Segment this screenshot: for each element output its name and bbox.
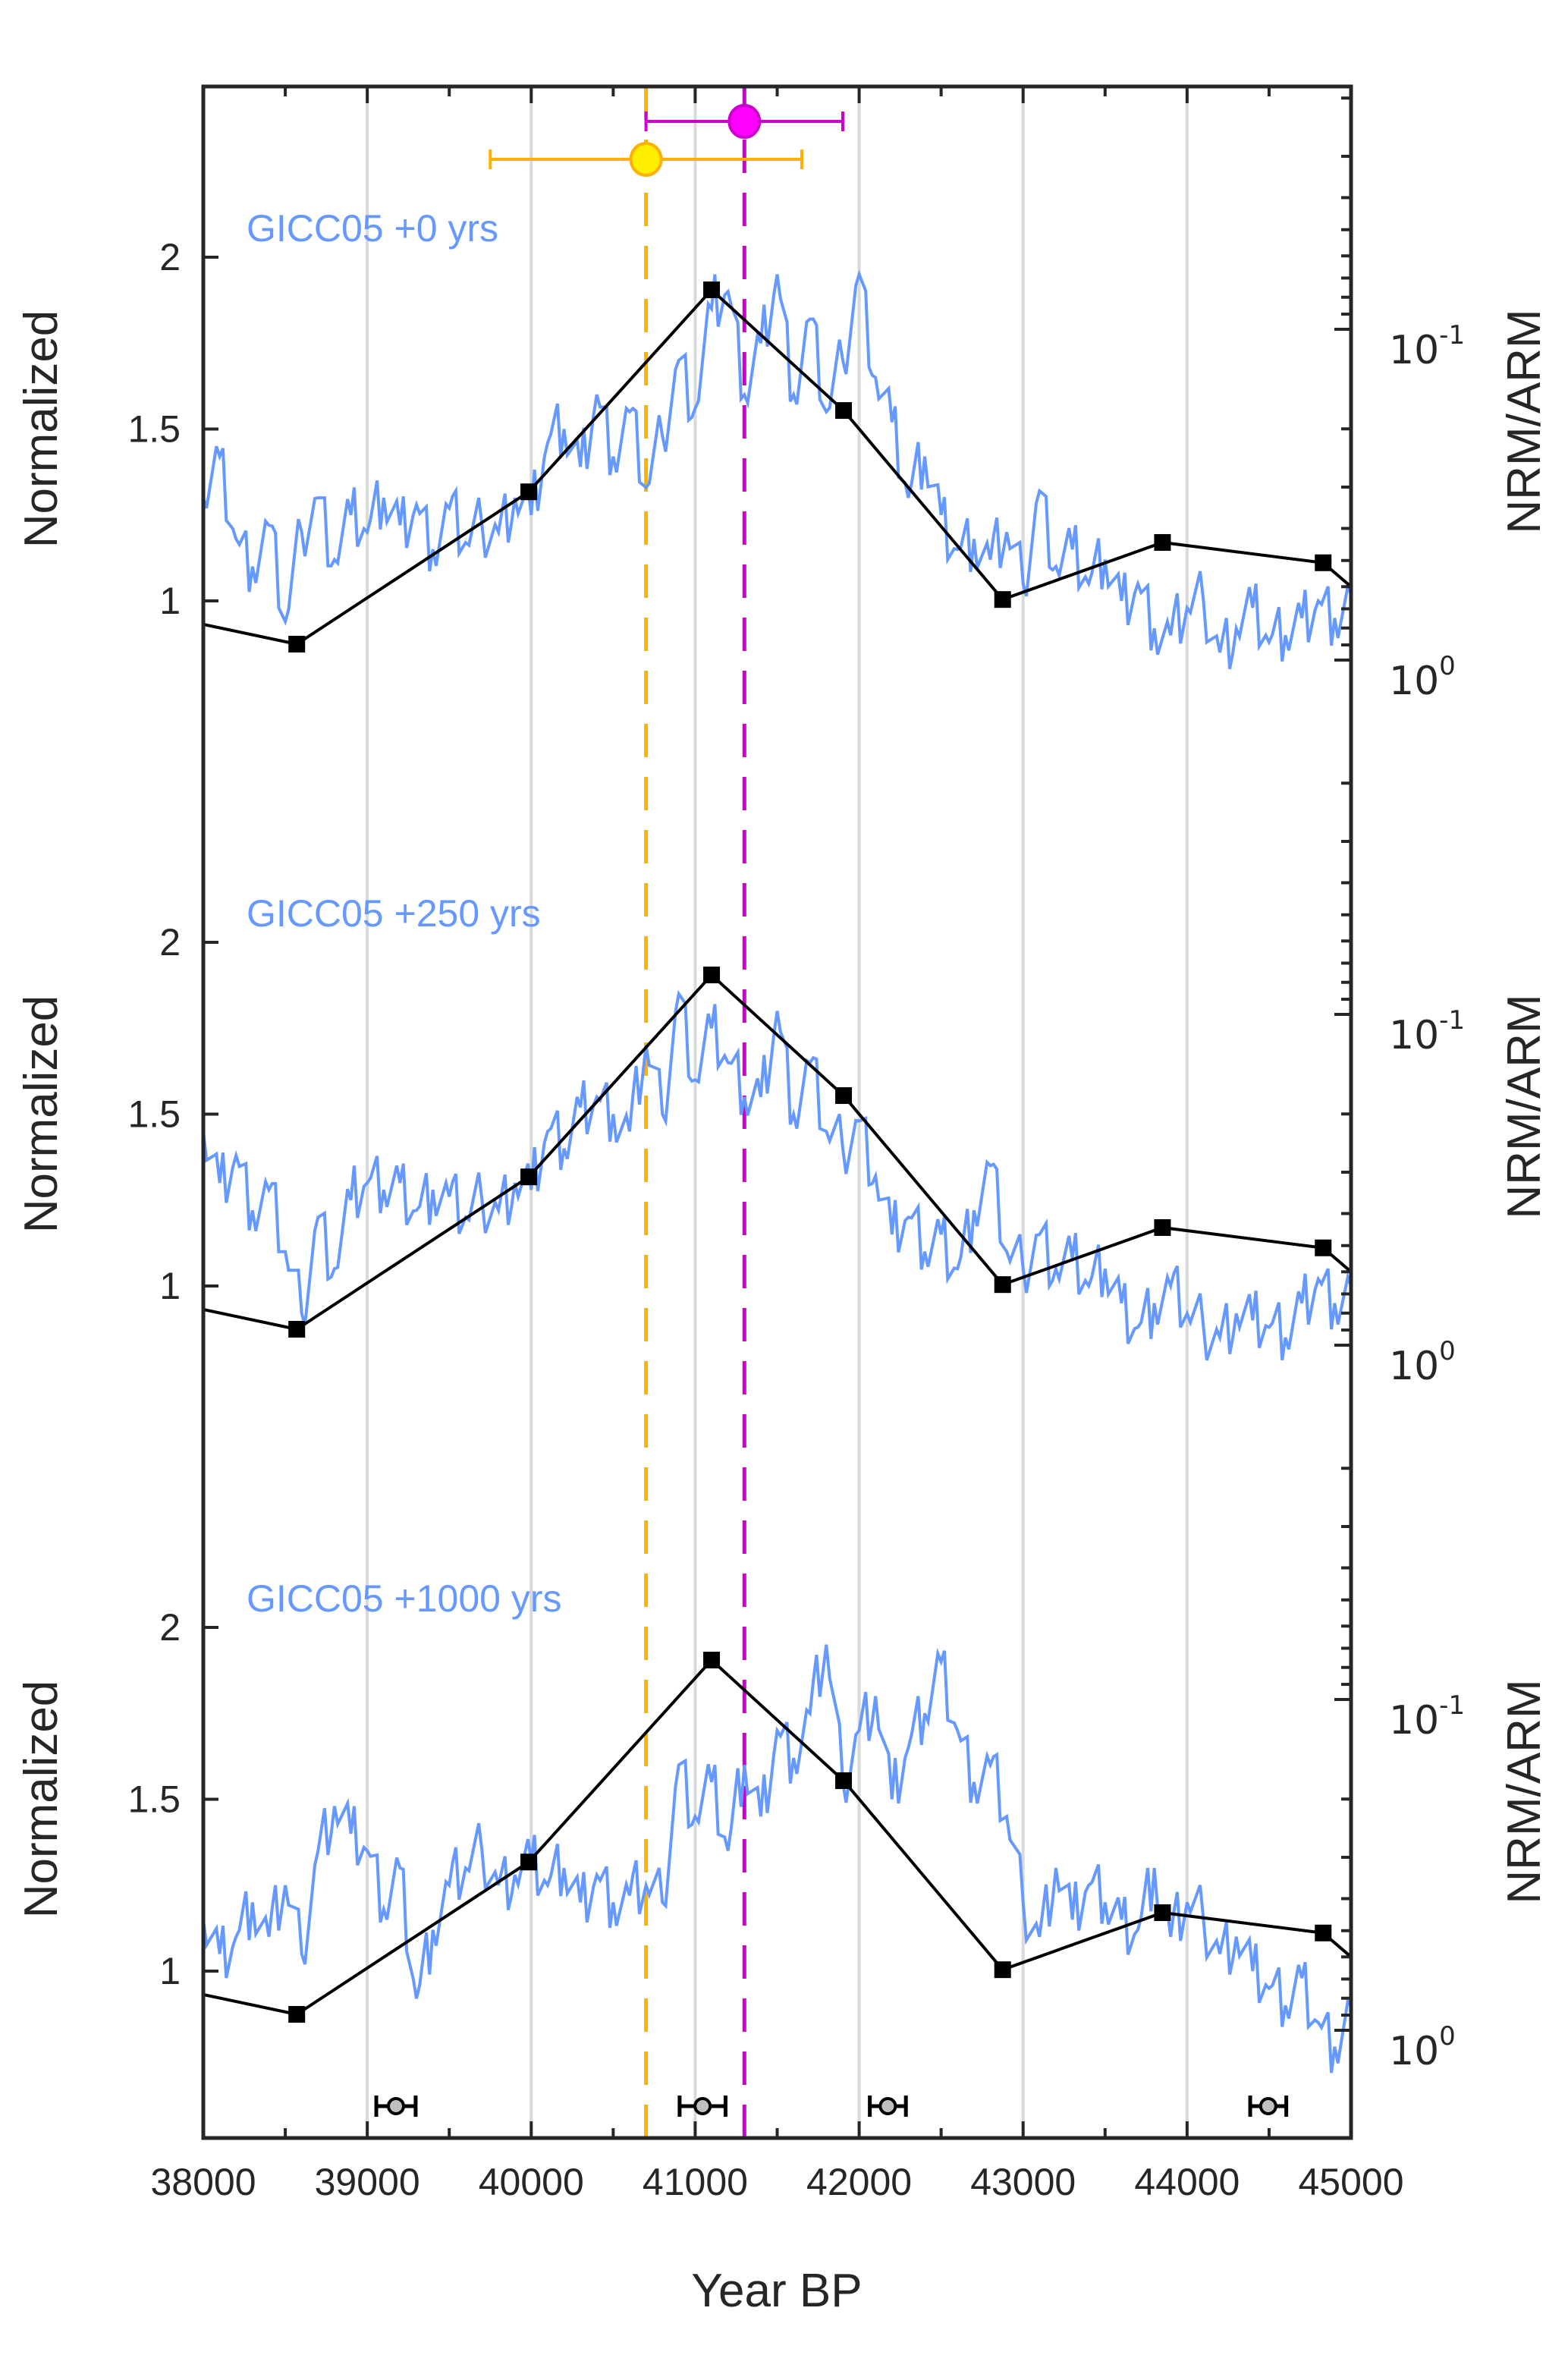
y-tick-label-left: 1 (159, 580, 181, 622)
nrm-arm-marker (994, 1961, 1011, 1979)
y-axis-title-left: Normalized (15, 1681, 68, 1919)
nrm-arm-marker (520, 1854, 538, 1871)
tie-points (374, 2096, 1289, 2117)
nrm-arm-marker (994, 591, 1011, 608)
nrm-arm-marker (703, 281, 721, 299)
panel-label: GICC05 +250 yrs (247, 892, 541, 935)
tie-point-marker (693, 2097, 712, 2115)
x-tick-label: 41000 (643, 2161, 748, 2203)
y-tick-label-left: 1 (159, 1950, 181, 1992)
tie-point-marker (878, 2097, 897, 2115)
panel-label: GICC05 +0 yrs (247, 207, 498, 250)
nrm-arm-line-panel-1 (203, 288, 1351, 646)
x-tick-label: 38000 (150, 2161, 256, 2203)
nrm-arm-marker (835, 402, 853, 420)
nrm-arm-series (203, 281, 1351, 2023)
x-tick-label: 43000 (970, 2161, 1076, 2203)
y-axis-title-right: NRM/ARM (1498, 994, 1551, 1218)
ice-core-line-panel-1 (203, 269, 1351, 670)
y-tick-label-right: 100 (1389, 651, 1456, 704)
y-tick-label-right: 100 (1389, 2021, 1456, 2074)
y-tick-label-left: 1 (159, 1265, 181, 1307)
nrm-arm-marker (703, 967, 721, 984)
y-tick-label-left: 1.5 (127, 1778, 181, 1821)
gridlines (366, 86, 1189, 2138)
nrm-arm-marker (1154, 533, 1171, 551)
y-tick-label-right: 100 (1389, 1336, 1456, 1389)
log-exponent: 0 (1439, 2021, 1456, 2052)
axes (201, 84, 1353, 2140)
ice-core-line-panel-3 (203, 1644, 1351, 2074)
nrm-arm-marker (520, 483, 538, 501)
nrm-arm-marker (288, 2005, 306, 2023)
log-exponent: 0 (1439, 651, 1456, 681)
y-tick-label-right: 10-1 (1389, 1005, 1465, 1058)
x-tick-label: 45000 (1298, 2161, 1403, 2203)
log-base: 10 (1389, 2029, 1439, 2074)
y-tick-label-right: 10-1 (1389, 1690, 1465, 1743)
y-axis-title-left: Normalized (15, 310, 68, 549)
labels: 38000 39000 40000 41000 42000 43000 44000 45000… (15, 207, 1551, 2203)
y-tick-label-left: 1.5 (127, 1093, 181, 1136)
age-marker-magenta (727, 104, 762, 139)
log-base: 10 (1389, 1344, 1439, 1389)
panel-label: GICC05 +1000 yrs (247, 1577, 561, 1620)
log-base: 10 (1389, 328, 1439, 373)
x-tick-label: 42000 (806, 2161, 912, 2203)
nrm-arm-marker (1154, 1904, 1171, 1921)
nrm-arm-marker (703, 1652, 721, 1669)
log-base: 10 (1389, 659, 1439, 704)
nrm-arm-marker (835, 1772, 853, 1790)
log-base: 10 (1389, 1013, 1439, 1058)
log-exponent: -1 (1439, 320, 1465, 351)
ice-core-line-panel-2 (203, 989, 1351, 1361)
nrm-arm-marker (1315, 1924, 1332, 1942)
y-axis-title-right: NRM/ARM (1498, 309, 1551, 533)
y-tick-label-left: 2 (159, 1606, 181, 1649)
tie-point-marker (386, 2097, 405, 2115)
y-tick-label-right: 10-1 (1389, 320, 1465, 373)
log-exponent: -1 (1439, 1005, 1465, 1036)
nrm-arm-marker (1315, 554, 1332, 571)
y-axis-title-right: NRM/ARM (1498, 1679, 1551, 1904)
x-axis-title: Year BP (691, 2265, 862, 2317)
age-markers (489, 104, 844, 177)
log-exponent: -1 (1439, 1690, 1465, 1721)
x-tick-label: 44000 (1134, 2161, 1240, 2203)
y-tick-label-left: 2 (159, 236, 181, 278)
x-tick-label: 39000 (315, 2161, 420, 2203)
nrm-arm-marker (520, 1168, 538, 1186)
x-tick-label: 40000 (479, 2161, 584, 2203)
vertical-dashed-lines (644, 86, 746, 2138)
nrm-arm-line-panel-3 (203, 1658, 1351, 2017)
nrm-arm-marker (288, 635, 306, 652)
y-tick-label-left: 1.5 (127, 408, 181, 451)
nrm-arm-marker (1154, 1218, 1171, 1236)
nrm-arm-marker (835, 1087, 853, 1105)
plot-frame (201, 84, 1353, 2140)
nrm-arm-marker (1315, 1239, 1332, 1256)
y-axis-title-left: Normalized (15, 995, 68, 1234)
age-marker-yellow (629, 142, 663, 177)
nrm-arm-marker (288, 1320, 306, 1338)
tie-point-marker (1258, 2097, 1277, 2115)
nrm-arm-marker (994, 1276, 1011, 1294)
y-tick-label-left: 2 (159, 921, 181, 964)
log-exponent: 0 (1439, 1336, 1456, 1366)
log-base: 10 (1389, 1698, 1439, 1743)
